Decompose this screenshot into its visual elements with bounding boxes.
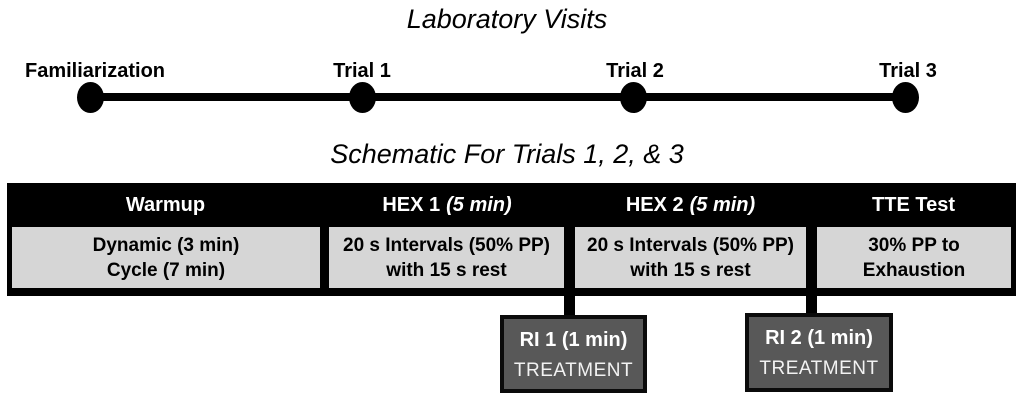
laboratory-visits-title: Laboratory Visits	[406, 4, 608, 34]
column-header-note: (5 min)	[446, 194, 512, 216]
ri-2-title: RI 2 (1 min)	[765, 327, 873, 349]
cell-line: Cycle (7 min)	[106, 260, 226, 281]
ri-1-subtitle: TREATMENT	[513, 360, 634, 381]
column-header-label: HEX 2	[625, 194, 684, 216]
timeline-node-dot	[892, 82, 919, 113]
cell-warmup-details: Dynamic (3 min) Cycle (7 min)	[12, 227, 320, 288]
cell-hex-1-details: 20 s Intervals (50% PP) with 15 s rest	[329, 227, 564, 288]
cell-line: with 15 s rest	[386, 260, 507, 281]
column-header-label: HEX 1	[382, 194, 441, 216]
cell-line: 30% PP to	[868, 235, 960, 256]
connector-line-ri-1	[564, 296, 575, 316]
cell-tte-test-details: 30% PP to Exhaustion	[817, 227, 1011, 288]
timeline-node-dot	[620, 82, 647, 113]
treatment-box-ri-2: RI 2 (1 min) TREATMENT	[745, 313, 893, 392]
timeline-label-trial-2: Trial 2	[606, 60, 664, 82]
cell-line: 20 s Intervals (50% PP)	[587, 235, 794, 256]
cell-line: Dynamic (3 min)	[92, 235, 240, 256]
cell-line: 20 s Intervals (50% PP)	[343, 235, 550, 256]
timeline-label-trial-3: Trial 3	[879, 60, 937, 82]
column-header-hex-1: HEX 1 (5 min)	[324, 183, 570, 227]
column-header-label: Warmup	[125, 194, 206, 216]
timeline-node-dot	[349, 82, 376, 113]
timeline-label-familiarization: Familiarization	[24, 60, 166, 82]
connector-line-ri-2	[806, 296, 817, 314]
column-header-warmup: Warmup	[7, 183, 324, 227]
ri-1-title: RI 1 (1 min)	[519, 329, 628, 351]
treatment-box-ri-1: RI 1 (1 min) TREATMENT	[500, 315, 647, 393]
timeline-line	[90, 93, 906, 101]
cell-line: Exhaustion	[862, 260, 966, 281]
schematic-title: Schematic For Trials 1, 2, & 3	[330, 139, 684, 169]
trial-schematic-table: Warmup HEX 1 (5 min) HEX 2 (5 min) TTE Tes…	[7, 183, 1016, 296]
column-header-tte-test: TTE Test	[811, 183, 1016, 227]
timeline-node-dot	[77, 82, 104, 113]
cell-line: with 15 s rest	[630, 260, 751, 281]
timeline-label-trial-1: Trial 1	[333, 60, 391, 82]
column-header-label: TTE Test	[872, 194, 955, 216]
ri-2-subtitle: TREATMENT	[759, 358, 879, 379]
cell-hex-2-details: 20 s Intervals (50% PP) with 15 s rest	[575, 227, 806, 288]
column-header-note: (5 min)	[689, 194, 756, 216]
column-header-hex-2: HEX 2 (5 min)	[569, 183, 812, 227]
